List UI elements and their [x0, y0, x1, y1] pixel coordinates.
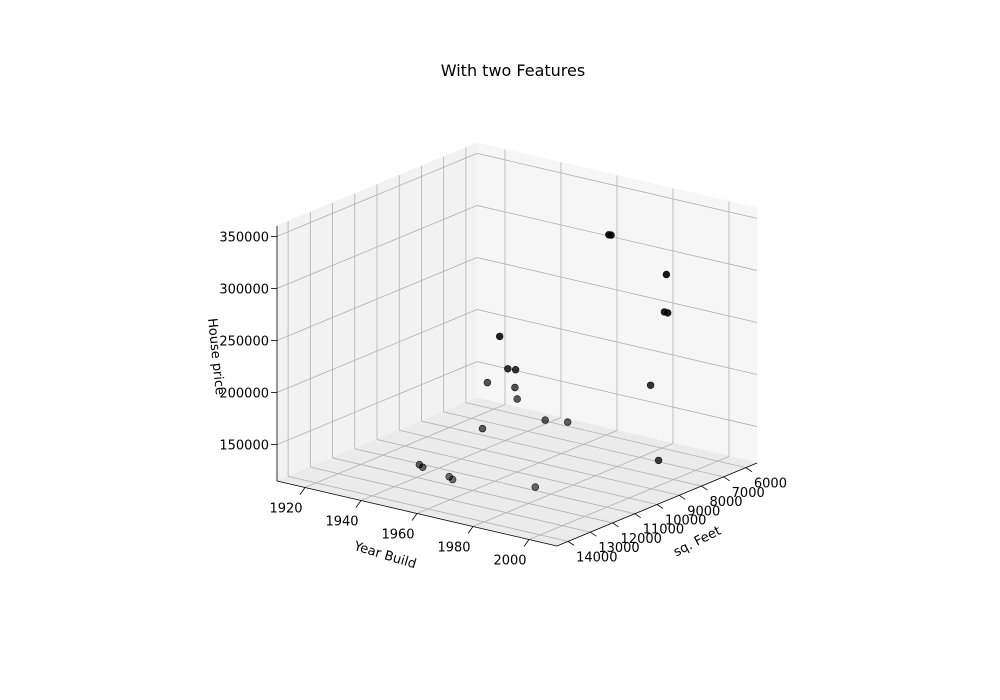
x-tick-label: 1980 [437, 541, 470, 556]
data-point [511, 383, 519, 392]
tick-mark [467, 526, 474, 534]
tick-mark [723, 476, 730, 482]
grid-line-z-back [476, 257, 758, 323]
chart-title: With two Features [441, 61, 585, 80]
x-tick-label: 1920 [269, 502, 302, 517]
y-tick-label: 12000 [621, 532, 662, 547]
data-point [646, 381, 655, 389]
z-tick-label: 150000 [219, 439, 269, 454]
z-tick-label: 350000 [219, 230, 269, 245]
y-tick-label: 11000 [643, 523, 684, 538]
grid-line-y-floor [421, 420, 702, 487]
data-point [513, 395, 521, 403]
tick-mark [634, 513, 641, 519]
grid-lines [276, 147, 758, 542]
z-tick-label: 200000 [219, 387, 269, 402]
grid-line-z-back [476, 309, 758, 375]
tick-mark [411, 513, 418, 521]
tick-mark [745, 467, 753, 472]
grid-line-y-floor [288, 475, 569, 542]
data-point [662, 270, 671, 279]
x-tick-label: 1940 [325, 515, 358, 530]
grid-line-z-left [276, 153, 478, 237]
tick-mark [701, 485, 708, 491]
axes-panes [275, 142, 759, 547]
data-point [478, 424, 487, 433]
x-tick-label: 2000 [493, 554, 526, 569]
data-point [654, 456, 663, 465]
grid-line-y-floor [376, 439, 658, 505]
grid-line-z-left [276, 361, 478, 445]
tick-mark [590, 531, 597, 537]
grid-line-z-left [276, 309, 478, 393]
tick-marks [271, 236, 753, 547]
y-tick-label: 6000 [754, 477, 787, 492]
x-axis-label: Year Build [351, 539, 418, 572]
data-point [511, 366, 520, 374]
data-point [419, 463, 427, 471]
data-point [660, 308, 669, 316]
y-tick-label: 7000 [732, 486, 765, 501]
grid-line-y-floor [443, 411, 724, 478]
grid-line-z-back [476, 153, 758, 219]
z-axis-label: House price [204, 317, 227, 395]
data-point [504, 365, 512, 373]
grid-line-y-floor [310, 466, 591, 533]
y-tick-label: 13000 [598, 541, 639, 556]
grid-line-z-left [276, 205, 478, 289]
grid-line-y-floor [399, 429, 680, 496]
tick-mark [523, 539, 530, 547]
data-point [448, 475, 457, 484]
tick-mark [355, 500, 362, 508]
data-point [541, 416, 549, 424]
data-point [607, 231, 615, 239]
grid-line-z-left [276, 257, 478, 341]
tick-mark [567, 541, 575, 546]
grid-line-y-floor [465, 402, 746, 469]
grid-line-z-back [476, 361, 758, 427]
grid-line-z-back [476, 205, 758, 271]
tick-mark [612, 522, 619, 528]
y-tick-label: 9000 [687, 504, 720, 519]
tick-mark [299, 487, 306, 495]
y-tick-label: 14000 [576, 550, 617, 565]
y-tick-label: 8000 [709, 495, 742, 510]
data-point [531, 483, 539, 491]
data-point [483, 378, 492, 387]
tick-mark [679, 494, 686, 500]
tick-mark [656, 504, 664, 509]
z-tick-label: 250000 [219, 334, 269, 349]
data-points [415, 231, 672, 491]
tick-labels: 1920 1940 1960 1980 2000 60007000800090001000… [219, 230, 787, 568]
grid-line-y-floor [332, 457, 613, 524]
data-point [563, 418, 572, 426]
x-tick-label: 1960 [381, 528, 414, 543]
grid-line-y-floor [354, 448, 635, 515]
z-tick-label: 300000 [219, 282, 269, 297]
y-tick-label: 10000 [665, 514, 706, 529]
data-point [496, 332, 504, 341]
